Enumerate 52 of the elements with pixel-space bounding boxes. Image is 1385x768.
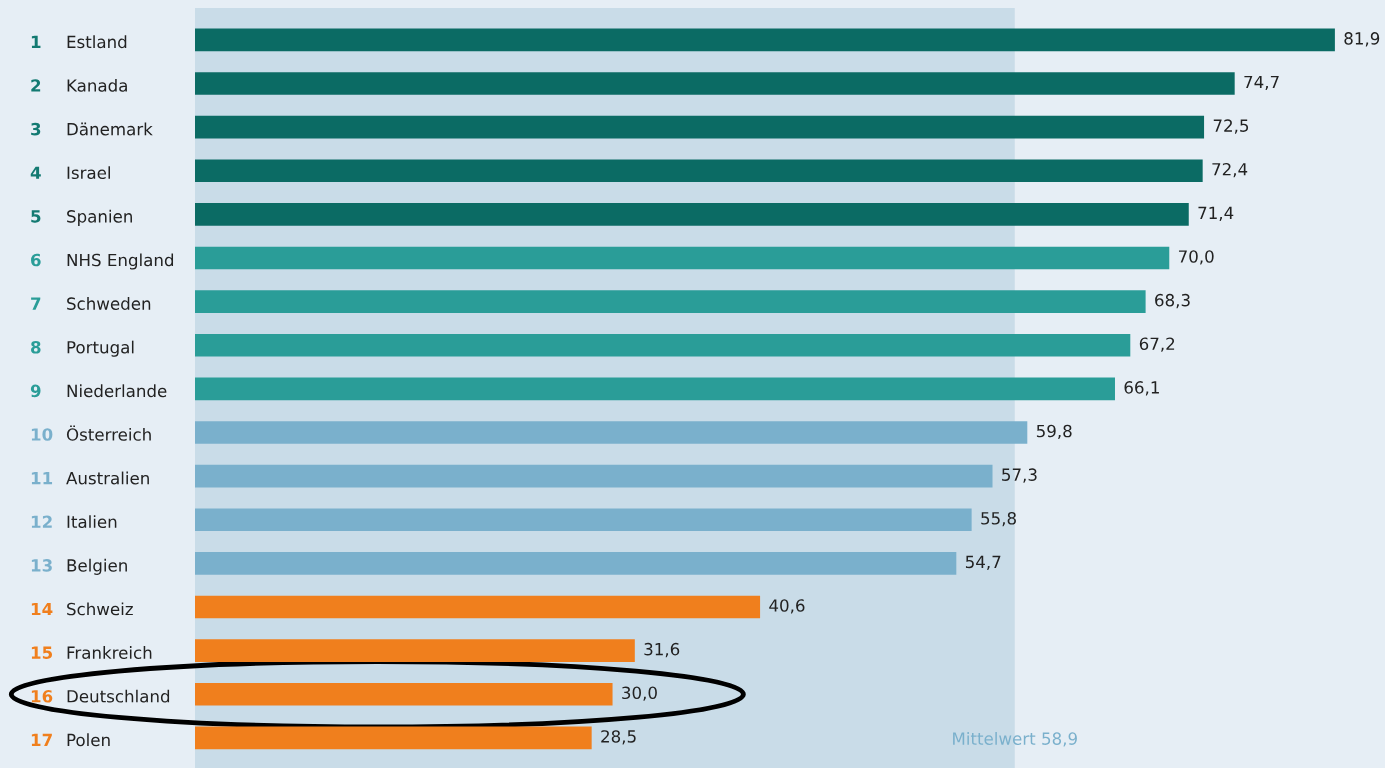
- bar: [195, 682, 613, 706]
- bar: [195, 28, 1335, 52]
- data-label: 30,0: [622, 686, 657, 701]
- data-label: 55,8: [981, 511, 1016, 527]
- data-label: 68,3: [1155, 293, 1190, 309]
- y-tick-label: 16 Deutschland: [31, 689, 170, 703]
- bar: [195, 246, 1170, 270]
- data-label: 81,9: [1344, 32, 1380, 47]
- bar: [195, 421, 1028, 444]
- y-tick-label: 11 Australien: [31, 471, 149, 485]
- category-label: 6 NHS England: [31, 253, 174, 270]
- data-label: 72,4: [1212, 162, 1248, 178]
- category-label: 9 Niederlande: [30, 384, 167, 398]
- data-label: 66,1: [1124, 381, 1159, 396]
- category-label: 7 Schweden: [31, 297, 151, 310]
- bar: [195, 333, 1131, 357]
- category-label: 3 Dänemark: [31, 122, 153, 136]
- data-label: 67,2: [1139, 337, 1175, 352]
- bar: [195, 159, 1203, 183]
- bar: [195, 464, 993, 488]
- bar: [195, 115, 1205, 139]
- bar: [195, 290, 1146, 313]
- category-label: 2 Kanada: [31, 78, 127, 92]
- category-label: 5 Spanien: [31, 209, 132, 226]
- bar: [195, 72, 1235, 95]
- y-tick-label: 10 Österreich: [31, 425, 151, 441]
- bar: [195, 552, 957, 575]
- bar: [195, 203, 1189, 226]
- data-label: 28,5: [601, 730, 636, 745]
- y-tick-label: 14 Schweiz: [31, 602, 133, 616]
- data-label: 70,0: [1178, 250, 1214, 265]
- data-label: 72,5: [1213, 119, 1249, 134]
- bar: [195, 377, 1115, 401]
- y-tick-label: 13 Belgien: [31, 558, 127, 575]
- data-label: 71,4: [1198, 206, 1234, 221]
- data-label: 57,3: [1002, 468, 1037, 483]
- bar: [195, 595, 761, 619]
- data-label: 40,6: [769, 599, 805, 614]
- data-label: 31,6: [644, 642, 680, 658]
- category-label: 1 Estland: [31, 35, 127, 49]
- bar: [195, 726, 592, 750]
- y-tick-label: 15 Frankreich: [31, 646, 152, 659]
- bar: [195, 639, 635, 662]
- band-label: Mittelwert 58,9: [953, 732, 1077, 747]
- data-label: 54,7: [965, 555, 1001, 570]
- category-label: 8 Portugal: [31, 340, 134, 357]
- y-tick-label: 17 Polen: [31, 733, 110, 747]
- category-label: 4 Israel: [30, 166, 110, 180]
- bar: [195, 508, 972, 532]
- y-tick-label: 12 Italien: [31, 515, 117, 529]
- data-label: 74,7: [1244, 75, 1279, 91]
- data-label: 59,8: [1036, 424, 1072, 440]
